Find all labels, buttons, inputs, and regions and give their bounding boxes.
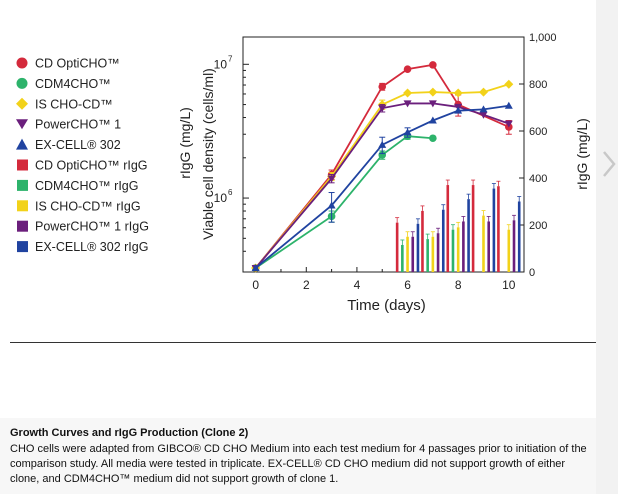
- legend-marker: [16, 138, 28, 150]
- point-2: [478, 87, 488, 97]
- bar-3: [487, 221, 490, 272]
- bar-2: [507, 229, 511, 272]
- point-1: [429, 134, 437, 143]
- bar-0: [471, 185, 475, 272]
- legend-label: EX-CELL® 302 rIgG: [35, 240, 148, 254]
- bar-0: [421, 210, 424, 272]
- point-0: [429, 61, 437, 69]
- bar-1: [451, 229, 455, 272]
- caption-body: CHO cells were adapted from GIBCO® CD CH…: [10, 443, 587, 485]
- legend-swatch: [17, 159, 28, 171]
- bar-3: [512, 220, 516, 272]
- plot-frame: [242, 36, 525, 273]
- bar-0: [395, 222, 399, 272]
- bar-2: [406, 236, 409, 272]
- y-right-tick-label: 200: [529, 220, 547, 232]
- point-1: [378, 151, 387, 159]
- y-left-axis-label: Viable cell density (cells/ml): [200, 68, 216, 240]
- legend-label: EX-CELL® 302: [35, 138, 121, 152]
- bar-3: [462, 221, 465, 272]
- bar-4: [441, 209, 445, 272]
- legend-label: CD OptiCHO™ rIgG: [35, 159, 148, 173]
- point-4: [327, 201, 336, 209]
- y-right-tick-label: 400: [529, 173, 547, 185]
- figure-panel: 0 2 4 6 8 10 10 6 10 7 0 200 400 600 800 1,000 Time (day…: [16, 32, 590, 314]
- x-tick-label: 6: [404, 278, 411, 292]
- bar-2: [431, 236, 435, 272]
- bar-0: [497, 186, 500, 272]
- legend-marker: [16, 97, 28, 110]
- series-line-3: [254, 102, 510, 269]
- bar-3: [436, 233, 440, 272]
- y-right-axis-label: rIgG (mg/L): [574, 118, 590, 190]
- point-3: [403, 100, 412, 108]
- bar-2: [482, 215, 485, 272]
- x-tick-label: 0: [252, 278, 259, 292]
- y-right-tick-label: 0: [529, 267, 535, 279]
- point-4: [251, 263, 260, 271]
- point-2: [428, 87, 438, 97]
- legend-marker: [16, 119, 28, 130]
- bar-4: [492, 188, 496, 272]
- point-4: [454, 106, 463, 114]
- point-4: [378, 140, 387, 148]
- point-3: [479, 111, 488, 119]
- point-3: [378, 105, 387, 113]
- point-4: [504, 101, 513, 109]
- x-tick-label: 10: [502, 278, 516, 292]
- x-axis-label: Time (days): [347, 297, 426, 314]
- right-scroll-band: [596, 0, 618, 494]
- caption-divider: [10, 342, 596, 343]
- series-line-4: [255, 104, 509, 269]
- legend-marker: [16, 57, 28, 69]
- point-4: [428, 116, 437, 124]
- point-2: [403, 88, 413, 98]
- bar-0: [446, 185, 450, 272]
- point-0: [403, 65, 412, 73]
- legend-swatch: [17, 220, 28, 232]
- y-right-tick-label: 800: [529, 79, 547, 91]
- legend-swatch: [17, 241, 28, 253]
- legend-label: CD OptiCHO™: [35, 57, 120, 71]
- caption-title: Growth Curves and rIgG Production (Clone…: [10, 427, 249, 439]
- x-tick-label: 2: [303, 278, 310, 292]
- legend-label: PowerCHO™ 1: [35, 118, 121, 132]
- bar-4: [517, 201, 521, 272]
- point-3: [504, 120, 513, 128]
- y-left-tick-exponent: 7: [228, 54, 233, 63]
- caption-area: [0, 418, 596, 494]
- legend-label: PowerCHO™ 1 rIgG: [35, 220, 149, 234]
- point-4: [479, 105, 488, 113]
- y-left-secondary-label: rIgG (mg/L): [177, 107, 193, 179]
- x-tick-label: 8: [455, 278, 462, 292]
- legend-marker: [16, 77, 28, 89]
- legend-swatch: [17, 200, 28, 212]
- point-4: [403, 128, 412, 136]
- point-2: [504, 79, 514, 89]
- legend-label: CDM4CHO™ rIgG: [35, 179, 138, 193]
- point-2: [453, 88, 463, 98]
- y-left-tick-label: 10: [214, 57, 228, 71]
- legend-label: IS CHO-CD™: [35, 97, 113, 111]
- point-3: [428, 100, 437, 108]
- y-right-tick-label: 600: [529, 126, 547, 138]
- bar-1: [426, 239, 429, 272]
- bar-4: [416, 223, 420, 272]
- legend-swatch: [17, 179, 28, 191]
- y-right-tick-label: 1,000: [529, 32, 557, 44]
- y-left-tick-label: 10: [214, 191, 228, 205]
- x-tick-label: 4: [354, 278, 361, 292]
- point-3: [327, 175, 336, 183]
- bar-2: [456, 227, 460, 272]
- bar-1: [401, 244, 404, 272]
- point-0: [378, 82, 387, 91]
- legend-label: IS CHO-CD™ rIgG: [35, 199, 141, 213]
- legend-label: CDM4CHO™: [35, 77, 111, 91]
- bar-3: [411, 236, 415, 272]
- chevron-right-icon[interactable]: [601, 150, 617, 178]
- y-left-tick-exponent: 6: [228, 188, 233, 197]
- bar-4: [467, 199, 470, 272]
